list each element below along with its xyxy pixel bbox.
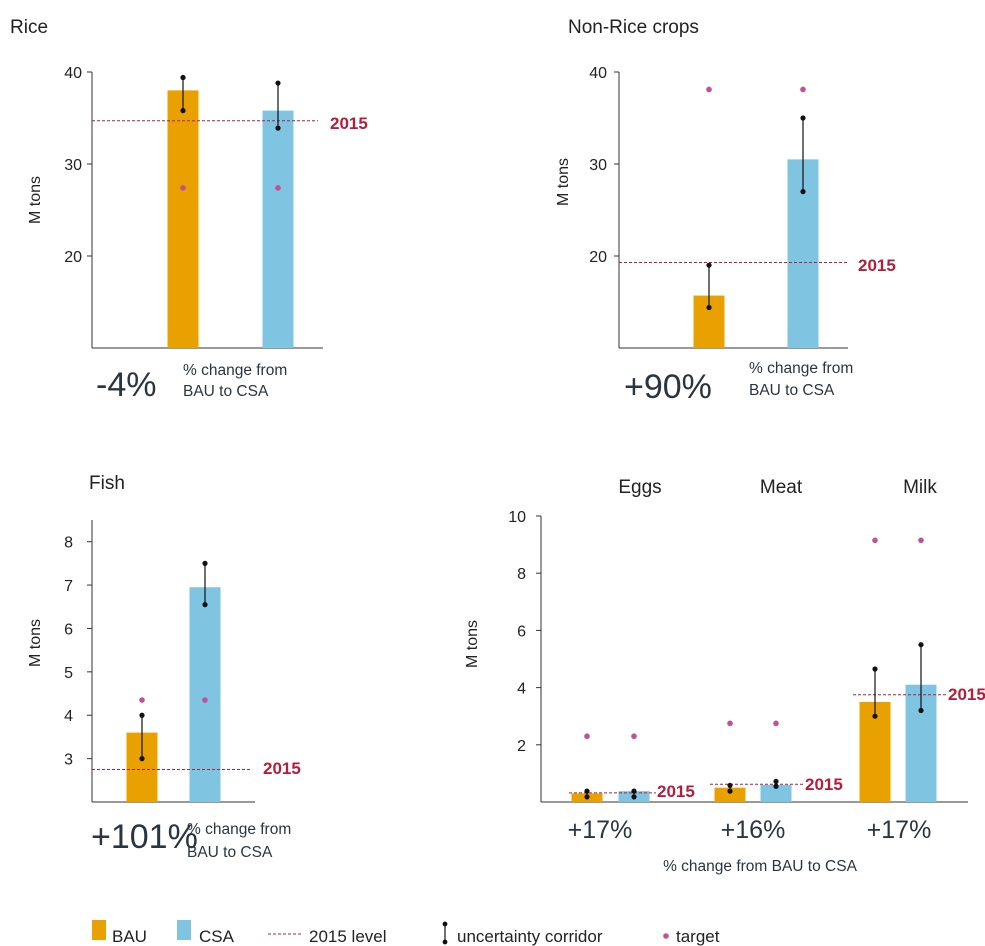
y-tick-label: 5 [64,665,73,682]
bar-csa [262,110,294,348]
target-bau [584,733,590,740]
uncertainty-csa-upper-dot [202,560,208,566]
percent-change-note: BAU to CSA [183,383,269,400]
percent-change-note: % change from [749,360,853,377]
target-bau [727,720,733,727]
y-tick-label: 20 [589,249,607,266]
chart-title: Fish [89,473,125,494]
y-tick-label: 7 [64,578,73,595]
legend-label-target: target [676,927,720,946]
group-title-milk: Milk [903,477,937,498]
uncertainty-bau-lower-dot [180,108,186,114]
legend-swatch-csa [177,920,191,940]
uncertainty-csa-lower-dot [631,794,637,800]
target-csa [631,733,637,740]
uncertainty-csa-lower-dot [275,125,281,131]
y-tick-label: 40 [589,65,607,82]
legend-swatch-target [663,933,669,939]
legend-label-2015-level: 2015 level [309,927,387,946]
x-axis-label: % change from BAU to CSA [663,858,857,875]
reference-label-2015: 2015 [330,114,368,133]
percent-change: +16% [721,816,786,844]
bar-csa [189,587,221,802]
y-axis-label: M tons [555,158,572,206]
uncertainty-csa-lower-dot [773,783,779,789]
legend-swatch-uncertainty-upper-dot [442,921,448,927]
uncertainty-csa-upper-dot [800,115,806,121]
y-tick-label: 2 [517,738,526,755]
uncertainty-bau-upper-dot [584,788,590,794]
y-tick-label: 8 [517,566,526,583]
chart-title: Non-Rice crops [568,17,699,38]
uncertainty-csa-upper-dot [631,788,637,794]
uncertainty-csa-lower-dot [800,189,806,195]
uncertainty-bau-upper-dot [872,666,878,672]
y-tick-label: 4 [64,708,73,725]
uncertainty-bau-lower-dot [727,788,733,794]
percent-change: +101% [91,818,198,856]
reference-label-2015: 2015 [805,775,843,794]
uncertainty-bau-upper-dot [727,782,733,789]
y-axis-label: M tons [464,620,481,668]
y-tick-label: 8 [64,535,73,552]
y-tick-label: 3 [64,752,73,769]
uncertainty-bau-lower-dot [872,713,878,719]
y-tick-label: 6 [64,621,73,638]
uncertainty-bau-lower-dot [139,756,145,762]
y-tick-label: 10 [508,509,526,526]
target-bau [872,537,878,544]
target-csa [918,537,924,544]
target-bau [180,185,186,191]
group-title-meat: Meat [760,477,803,498]
percent-change: +17% [568,816,633,844]
uncertainty-bau-upper-dot [706,262,712,268]
y-tick-label: 40 [64,65,82,82]
uncertainty-csa-upper-dot [275,80,281,86]
target-csa [773,720,779,727]
uncertainty-bau-lower-dot [706,304,712,311]
percent-change: +90% [624,368,712,406]
legend-label-uncertainty: uncertainty corridor [457,927,603,946]
reference-label-2015: 2015 [858,256,896,275]
uncertainty-bau-lower-dot [584,794,590,800]
legend-swatch-bau [92,920,106,940]
y-tick-label: 30 [64,157,82,174]
target-csa [202,697,208,703]
percent-change-note: BAU to CSA [749,382,835,399]
y-tick-label: 20 [64,249,82,266]
target-csa [800,86,806,93]
target-csa [275,185,281,191]
uncertainty-csa-upper-dot [918,642,924,648]
group-title-eggs: Eggs [618,477,661,498]
bar-bau [714,787,746,802]
uncertainty-bau-upper-dot [180,74,186,81]
reference-label-2015: 2015 [657,782,695,801]
chart-title: Rice [10,17,48,38]
reference-label-2015: 2015 [948,685,985,704]
uncertainty-csa-lower-dot [918,707,924,714]
percent-change-note: % change from [187,821,291,838]
y-axis-label: M tons [27,176,44,224]
target-bau [706,86,712,93]
legend-swatch-uncertainty-lower-dot [442,939,448,945]
y-tick-label: 30 [589,157,607,174]
target-bau [139,697,145,703]
legend-label-csa: CSA [199,927,235,946]
percent-change: -4% [96,366,156,404]
reference-label-2015: 2015 [263,759,301,778]
y-tick-label: 6 [517,623,526,640]
uncertainty-csa-lower-dot [202,602,208,608]
bar-csa [760,784,792,802]
percent-change: +17% [867,816,932,844]
y-tick-label: 4 [517,681,526,698]
bar-bau [167,90,199,349]
percent-change-note: % change from [183,362,287,379]
uncertainty-bau-upper-dot [139,712,145,718]
percent-change-note: BAU to CSA [187,844,273,861]
uncertainty-csa-upper-dot [773,778,779,785]
y-axis-label: M tons [27,619,44,667]
legend-label-bau: BAU [112,927,147,946]
